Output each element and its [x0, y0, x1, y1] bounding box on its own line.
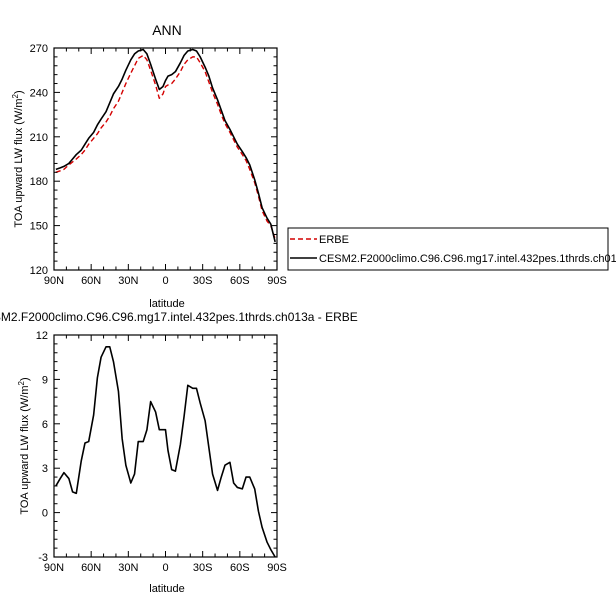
top-xtick-label: 30N: [118, 275, 138, 287]
top-panel: ANN 90N 60N 30N 0 30S 60S 90S 120 150 180 210 240 27…: [11, 22, 616, 310]
bottom-axis-ticks: [53, 334, 278, 558]
bottom-ytick-label: -3: [38, 552, 48, 564]
top-series-line-model: [55, 48, 276, 243]
top-axis-ticks: [53, 47, 278, 271]
top-axis-tick-labels: 90N 60N 30N 0 30S 60S 90S 120 150 180 210 240 270: [30, 43, 287, 287]
top-series-layer: [55, 48, 276, 243]
top-title: ANN: [152, 22, 182, 38]
bottom-plot-frame: [53, 334, 278, 558]
top-xtick-label: 60S: [230, 275, 250, 287]
bottom-xtick-label: 0: [162, 562, 168, 574]
bottom-xtick-label: 60N: [81, 562, 101, 574]
legend-label-model: CESM2.F2000climo.C96.C96.mg17.intel.432p…: [319, 253, 616, 265]
top-series-line-erbe: [55, 54, 276, 240]
top-xtick-label: 30S: [193, 275, 213, 287]
legend-box: [287, 227, 609, 271]
legend: ERBE CESM2.F2000climo.C96.C96.mg17.intel…: [287, 227, 616, 271]
top-xlabel: latitude: [149, 298, 184, 310]
bottom-ylabel: TOA upward LW flux (W/m2): [17, 377, 32, 514]
top-ytick-label: 150: [30, 221, 48, 233]
top-xtick-label: 60N: [81, 275, 101, 287]
top-xtick-label: 90N: [44, 275, 64, 287]
bottom-xtick-label: 90S: [267, 562, 287, 574]
bottom-ytick-label: 9: [42, 374, 48, 386]
legend-label-erbe: ERBE: [319, 234, 349, 246]
bottom-ytick-label: 12: [36, 330, 48, 342]
top-ytick-label: 180: [30, 176, 48, 188]
bottom-xtick-label: 90N: [44, 562, 64, 574]
top-ytick-label: 120: [30, 265, 48, 277]
bottom-ytick-label: 6: [42, 419, 48, 431]
top-ytick-label: 210: [30, 132, 48, 144]
bottom-title: CESM2.F2000climo.C96.C96.mg17.intel.432p…: [0, 310, 358, 324]
top-xtick-label: 0: [162, 275, 168, 287]
bottom-xtick-label: 60S: [230, 562, 250, 574]
top-ylabel: TOA upward LW flux (W/m2): [11, 90, 26, 227]
bottom-series-layer: [55, 346, 276, 558]
bottom-panel: CESM2.F2000climo.C96.C96.mg17.intel.432p…: [0, 310, 358, 595]
bottom-ytick-label: 3: [42, 463, 48, 475]
bottom-xtick-label: 30S: [193, 562, 213, 574]
bottom-series-line-difference: [55, 346, 276, 558]
bottom-xtick-label: 30N: [118, 562, 138, 574]
bottom-ytick-label: 0: [42, 508, 48, 520]
bottom-axis-tick-labels: 90N 60N 30N 0 30S 60S 90S -3 0 3 6 9 12: [36, 330, 287, 574]
top-xtick-label: 90S: [267, 275, 287, 287]
top-ytick-label: 270: [30, 43, 48, 55]
bottom-xlabel: latitude: [149, 583, 184, 595]
top-ytick-label: 240: [30, 87, 48, 99]
